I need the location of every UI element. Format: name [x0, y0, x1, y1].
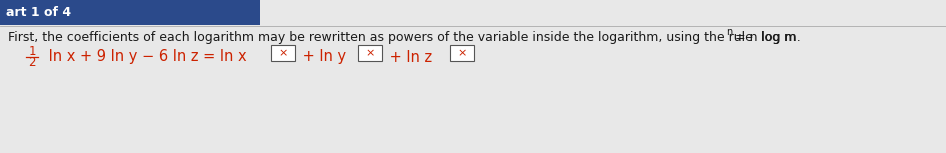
Text: ln x + 9 ln y − 6 ln z = ln x: ln x + 9 ln y − 6 ln z = ln x: [44, 50, 247, 65]
FancyBboxPatch shape: [358, 45, 382, 61]
Text: + ln z: + ln z: [385, 50, 432, 65]
Text: First, the coefficients of each logarithm may be rewritten as powers of the vari: First, the coefficients of each logarith…: [8, 30, 797, 43]
Text: art 1 of 4: art 1 of 4: [6, 6, 71, 19]
Text: + ln y: + ln y: [298, 50, 346, 65]
Text: 1: 1: [28, 45, 36, 58]
FancyBboxPatch shape: [271, 45, 295, 61]
Text: ×: ×: [365, 48, 375, 58]
Text: 2: 2: [28, 56, 36, 69]
FancyBboxPatch shape: [450, 45, 474, 61]
Text: ×: ×: [278, 48, 288, 58]
Text: ×: ×: [457, 48, 466, 58]
Text: n: n: [726, 27, 732, 37]
Text: = n log m.: = n log m.: [731, 30, 800, 43]
Bar: [0, 0, 260, 25]
